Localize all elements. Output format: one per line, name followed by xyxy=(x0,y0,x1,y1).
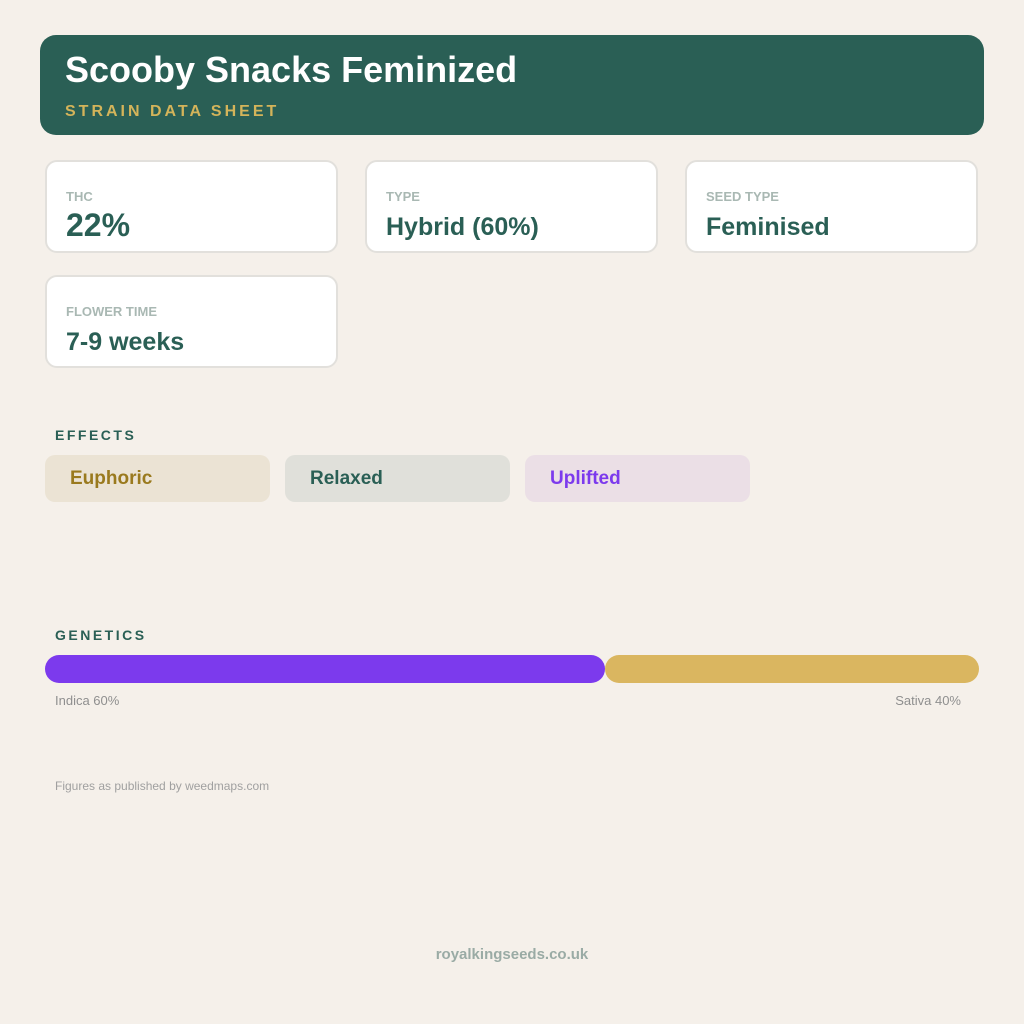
stat-value: 22% xyxy=(66,207,131,243)
stat-card: THC 22% xyxy=(45,160,338,253)
header: Scooby Snacks Feminized STRAIN DATA SHEE… xyxy=(40,35,984,135)
subtitle: STRAIN DATA SHEET xyxy=(65,103,280,120)
footnote: Figures as published by weedmaps.com xyxy=(55,779,270,793)
effect-tag: Euphoric xyxy=(45,455,270,502)
stat-label: TYPE xyxy=(386,189,420,204)
effect-tag: Relaxed xyxy=(285,455,510,502)
section-title: EFFECTS xyxy=(55,427,137,443)
stat-value: 7-9 weeks xyxy=(66,328,185,356)
stat-card: SEED TYPE Feminised xyxy=(685,160,978,253)
section-title: GENETICS xyxy=(55,627,147,643)
stat-value: Feminised xyxy=(706,213,830,241)
segment-label: Indica 60% xyxy=(55,693,120,708)
stat-label: SEED TYPE xyxy=(706,189,779,204)
genetics-bar xyxy=(45,655,979,683)
footer: royalkingseeds.co.uk xyxy=(435,946,589,963)
genetics-segment xyxy=(45,655,606,683)
effect-tag: Uplifted xyxy=(525,455,750,502)
stat-card: FLOWER TIME 7-9 weeks xyxy=(45,275,338,368)
stat-value: Hybrid (60%) xyxy=(386,213,539,241)
genetics-segment xyxy=(605,655,979,683)
stat-card: TYPE Hybrid (60%) xyxy=(365,160,658,253)
stat-label: THC xyxy=(66,189,93,204)
segment-label: Sativa 40% xyxy=(895,693,961,708)
stat-label: FLOWER TIME xyxy=(66,304,157,319)
title: Scooby Snacks Feminized xyxy=(65,49,518,90)
